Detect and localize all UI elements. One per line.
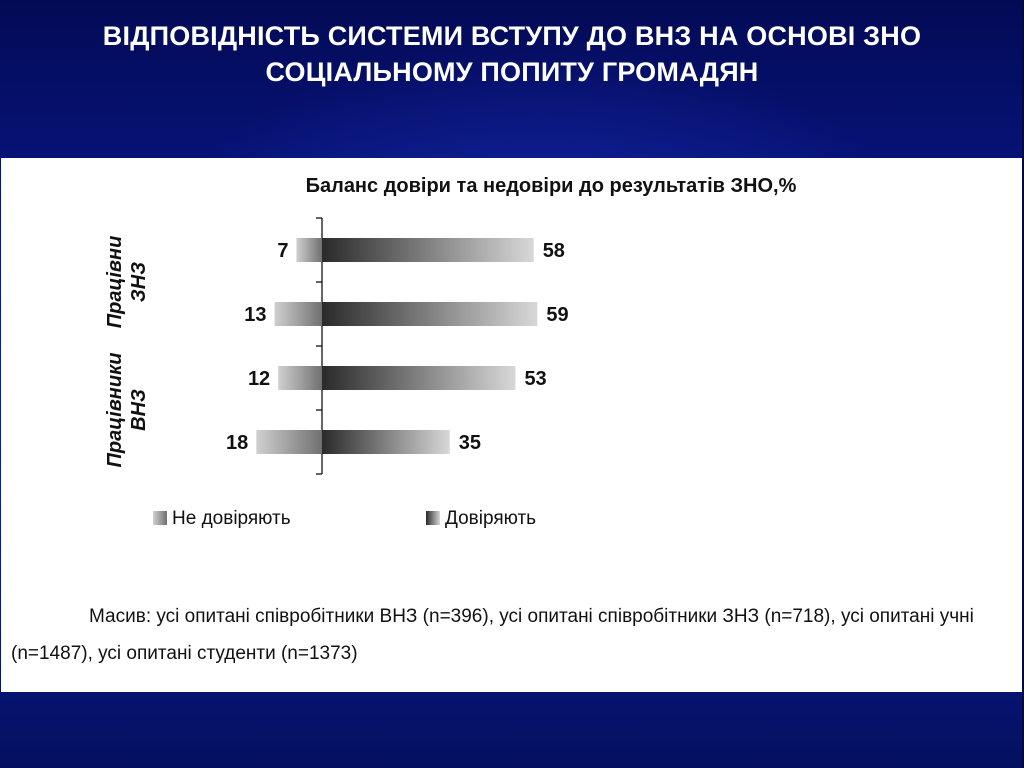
value-label-distrust: 7	[277, 240, 288, 262]
legend-trust-swatch	[426, 511, 440, 525]
bar-distrust	[278, 366, 322, 390]
group-label: Працівники ВНЗ	[104, 353, 150, 468]
slide-title-line-2: СОЦІАЛЬНОМУ ПОПИТУ ГРОМАДЯН	[265, 57, 759, 87]
slide-edge	[1022, 0, 1024, 768]
legend-distrust-label: Не довіряють	[172, 508, 291, 529]
chart-legend: Не довіряють Довіряють	[153, 508, 536, 529]
value-label-trust: 59	[546, 304, 568, 326]
chart-value-labels: 7 58 13 59 12 53 18 35	[226, 240, 569, 454]
group-labels: Працівни ЗНЗ Працівники ВНЗ	[104, 236, 150, 468]
bar-trust	[322, 238, 534, 262]
value-label-trust: 35	[459, 432, 481, 454]
bar-trust	[322, 302, 538, 326]
bar-trust	[322, 366, 516, 390]
bar-distrust	[274, 302, 322, 326]
chart-panel: Баланс довіри та недовіри до результатів…	[1, 158, 1024, 692]
chart-bars	[256, 238, 538, 454]
bar-distrust	[256, 430, 322, 454]
bar-trust	[322, 430, 450, 454]
chart-title: Баланс довіри та недовіри до результатів…	[306, 175, 797, 197]
value-label-trust: 53	[524, 368, 546, 390]
value-label-distrust: 12	[248, 368, 270, 390]
value-label-trust: 58	[543, 240, 565, 262]
slide-title-line-1: ВІДПОВІДНІСТЬ СИСТЕМИ ВСТУПУ ДО ВНЗ НА О…	[102, 21, 922, 51]
bar-distrust	[296, 238, 322, 262]
value-label-distrust: 13	[244, 304, 266, 326]
legend-distrust-swatch	[153, 511, 167, 525]
value-label-distrust: 18	[226, 432, 248, 454]
sample-note: Масив: усі опитані співробітники ВНЗ (n=…	[11, 606, 974, 664]
trust-balance-chart: Баланс довіри та недовіри до результатів…	[104, 175, 797, 529]
group-label: Працівни ЗНЗ	[104, 236, 150, 329]
slide-title: ВІДПОВІДНІСТЬ СИСТЕМИ ВСТУПУ ДО ВНЗ НА О…	[0, 18, 1024, 90]
legend-trust-label: Довіряють	[445, 508, 536, 529]
